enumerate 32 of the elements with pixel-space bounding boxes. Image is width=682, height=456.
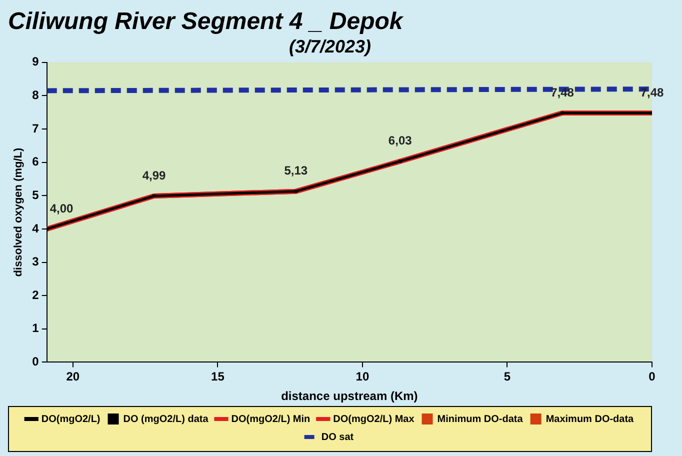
legend-label: DO(mgO2/L) Max	[333, 414, 415, 425]
x-tick-label: 15	[211, 370, 225, 384]
data-label: 7,48	[640, 85, 664, 100]
x-tick-label: 20	[66, 370, 80, 384]
data-label: 4,00	[50, 201, 74, 216]
y-tick-label: 8	[32, 88, 40, 102]
y-tick-label: 9	[32, 54, 40, 69]
legend-label: DO sat	[321, 432, 354, 443]
chart-title: Ciliwung River Segment 4 _ Depok	[8, 8, 404, 36]
data-label: 5,13	[284, 164, 308, 178]
y-tick-label: 2	[32, 288, 40, 302]
legend-label: DO(mgO2/L) Min	[231, 414, 310, 425]
data-label: 6,03	[388, 134, 412, 148]
y-tick-label: 7	[32, 121, 40, 136]
y-tick-label: 0	[32, 354, 40, 369]
x-tick-label: 0	[648, 370, 656, 384]
legend-label: DO (mgO2/L) data	[123, 414, 209, 425]
x-tick-label: 5	[504, 370, 511, 384]
x-tick-label: 10	[356, 370, 370, 384]
y-axis-title: dissolved oxygen (mg/L)	[12, 147, 25, 277]
legend-label: DO(mgO2/L)	[41, 414, 100, 425]
legend-label: Minimum DO-data	[437, 414, 524, 425]
data-label: 4,99	[142, 168, 166, 182]
y-tick-label: 6	[32, 154, 40, 169]
data-label: 7,48	[550, 85, 574, 100]
x-axis-title: distance upstream (Km)	[281, 389, 418, 404]
y-tick-label: 4	[32, 221, 40, 236]
legend-label: Maximum DO-data	[546, 414, 634, 425]
y-tick-label: 5	[32, 188, 40, 202]
chart-subtitle: (3/7/2023)	[288, 36, 372, 57]
y-tick-label: 3	[32, 254, 40, 269]
y-tick-label: 1	[32, 321, 40, 336]
